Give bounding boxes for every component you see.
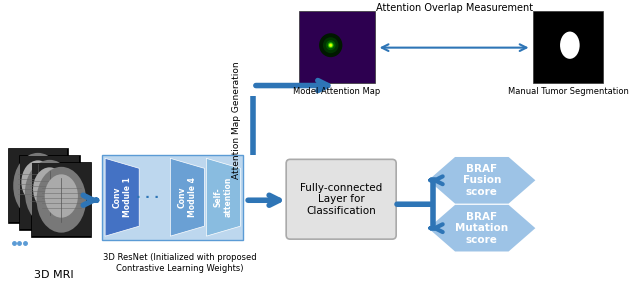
Ellipse shape	[330, 44, 332, 46]
Ellipse shape	[45, 174, 78, 218]
Ellipse shape	[21, 160, 54, 204]
FancyBboxPatch shape	[299, 11, 375, 83]
FancyBboxPatch shape	[31, 162, 92, 237]
Text: Attention Map Generation: Attention Map Generation	[232, 62, 241, 179]
Text: BRAF
Fusion
score: BRAF Fusion score	[463, 164, 501, 197]
Ellipse shape	[25, 160, 74, 226]
Text: Conv
Module 1: Conv Module 1	[113, 177, 132, 217]
Text: · · ·: · · ·	[136, 191, 159, 204]
FancyBboxPatch shape	[19, 155, 80, 230]
FancyBboxPatch shape	[533, 11, 604, 83]
Ellipse shape	[560, 32, 580, 59]
Ellipse shape	[323, 37, 339, 53]
Ellipse shape	[33, 167, 66, 211]
FancyBboxPatch shape	[20, 156, 79, 229]
Text: Self-
attention: Self- attention	[214, 177, 233, 218]
Text: 3D MRI: 3D MRI	[34, 270, 74, 280]
FancyBboxPatch shape	[8, 148, 68, 223]
Text: BRAF
Mutation
score: BRAF Mutation score	[455, 212, 508, 245]
Ellipse shape	[36, 167, 86, 233]
Polygon shape	[206, 158, 241, 236]
Polygon shape	[428, 157, 535, 204]
Text: Model Attention Map: Model Attention Map	[293, 86, 380, 95]
Ellipse shape	[326, 40, 335, 50]
FancyBboxPatch shape	[9, 150, 67, 222]
Ellipse shape	[319, 33, 342, 57]
FancyBboxPatch shape	[286, 159, 396, 239]
FancyBboxPatch shape	[102, 155, 243, 240]
Text: Conv
Module 4: Conv Module 4	[178, 177, 197, 217]
Polygon shape	[170, 158, 204, 236]
Polygon shape	[105, 158, 139, 236]
Text: 3D ResNet (Initialized with proposed
Contrastive Learning Weights): 3D ResNet (Initialized with proposed Con…	[103, 253, 257, 273]
Text: Manual Tumor Segmentation: Manual Tumor Segmentation	[508, 86, 629, 95]
FancyBboxPatch shape	[32, 163, 90, 236]
Ellipse shape	[329, 43, 333, 47]
Text: Fully-connected
Layer for
Classification: Fully-connected Layer for Classification	[300, 182, 382, 216]
Polygon shape	[428, 205, 535, 251]
Ellipse shape	[13, 153, 63, 219]
Ellipse shape	[328, 42, 333, 48]
Text: Attention Overlap Measurement: Attention Overlap Measurement	[376, 3, 532, 13]
